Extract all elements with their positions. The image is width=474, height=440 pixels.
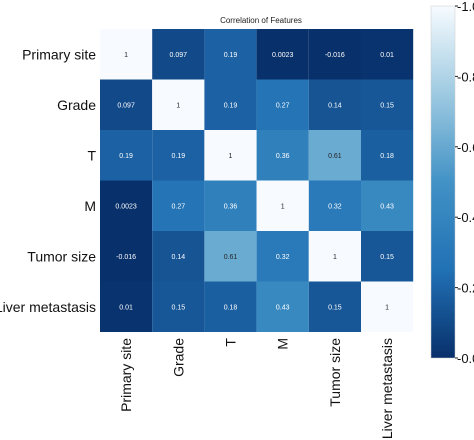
heatmap-cell xyxy=(308,281,361,332)
row-label: T xyxy=(87,147,96,163)
cell-value-label: 0.15 xyxy=(328,304,342,311)
heatmap-cell xyxy=(361,231,414,282)
heatmap-cell xyxy=(152,130,205,181)
cell-value-label: 0.36 xyxy=(276,153,290,160)
heatmap-cell xyxy=(308,130,361,181)
column-label: M xyxy=(275,338,291,350)
colorbar-tick-label: -1.0 xyxy=(457,0,474,14)
colorbar-tick-label: -0.8 xyxy=(457,69,474,84)
row-label: Tumor size xyxy=(27,248,96,264)
heatmap-cell xyxy=(256,29,309,80)
row-label: Primary site xyxy=(22,46,96,62)
heatmap-cell xyxy=(100,231,153,282)
heatmap-cell xyxy=(152,231,205,282)
cell-value-label: -0.016 xyxy=(325,52,345,59)
cell-value-label: 1 xyxy=(385,304,389,311)
cell-value-label: 0.32 xyxy=(328,203,342,210)
cell-value-label: 0.15 xyxy=(171,304,185,311)
heatmap-cell xyxy=(308,180,361,231)
row-label: Liver metastasis xyxy=(0,299,96,315)
heatmap-cell xyxy=(361,130,414,181)
heatmap-cell xyxy=(361,79,414,130)
heatmap-cell xyxy=(152,79,205,130)
heatmap-cell xyxy=(100,130,153,181)
colorbar-tick-label: -0.2 xyxy=(457,281,474,296)
heatmap-cell xyxy=(361,29,414,80)
row-label: M xyxy=(84,198,96,214)
cell-value-label: 0.0023 xyxy=(115,203,137,210)
column-label: T xyxy=(223,338,239,347)
heatmap-cell xyxy=(256,79,309,130)
cell-value-label: 0.14 xyxy=(171,254,185,261)
cell-value-label: 0.18 xyxy=(380,153,394,160)
column-label: Grade xyxy=(170,338,186,377)
column-label: Primary site xyxy=(118,338,134,412)
cell-value-label: 0.15 xyxy=(380,102,394,109)
cell-value-label: 1 xyxy=(281,203,285,210)
cell-value-label: 0.18 xyxy=(224,304,238,311)
heatmap-cell xyxy=(308,231,361,282)
heatmap-cell xyxy=(100,29,153,80)
cell-value-label: 0.61 xyxy=(224,254,238,261)
cell-value-label: 0.0023 xyxy=(272,52,294,59)
heatmap-cell xyxy=(152,180,205,231)
cell-value-label: 0.19 xyxy=(119,153,133,160)
heatmap-cell xyxy=(100,180,153,231)
cell-value-label: 0.097 xyxy=(170,52,188,59)
cell-value-label: 0.27 xyxy=(171,203,185,210)
heatmap-cells: 1 0.097 0.19 0.0023 -0.016 0.01 0.097 1 0.19 0.27… xyxy=(100,29,414,332)
heatmap-cell xyxy=(256,180,309,231)
cell-value-label: 0.19 xyxy=(171,153,185,160)
heatmap-cell xyxy=(308,79,361,130)
heatmap-cell xyxy=(204,29,257,80)
cell-value-label: 0.61 xyxy=(328,153,342,160)
colorbar: -0.0 -0.2 -0.4 -0.6 -0.8 -1.0 xyxy=(430,0,474,366)
heatmap-cell xyxy=(308,29,361,80)
cell-value-label: 0.43 xyxy=(380,203,394,210)
cell-value-label: 0.32 xyxy=(276,254,290,261)
cell-value-label: 0.01 xyxy=(119,304,133,311)
heatmap-cell xyxy=(204,79,257,130)
heatmap-cell xyxy=(204,180,257,231)
heatmap-cell xyxy=(152,29,205,80)
cell-value-label: 0.43 xyxy=(276,304,290,311)
cell-value-label: -0.016 xyxy=(116,254,136,261)
cell-value-label: 0.27 xyxy=(276,102,290,109)
heatmap-cell xyxy=(152,281,205,332)
colorbar-tick-label: -0.0 xyxy=(457,351,474,366)
column-label: Liver metastasis xyxy=(379,338,395,439)
heatmap-cell xyxy=(204,231,257,282)
colorbar-tick-label: -0.4 xyxy=(457,210,474,225)
row-labels: Primary site Grade T M Tumor size Liver metas… xyxy=(0,46,96,315)
cell-value-label: 0.19 xyxy=(224,52,238,59)
cell-value-label: 1 xyxy=(124,52,128,59)
cell-value-label: 0.01 xyxy=(380,52,394,59)
heatmap-cell xyxy=(361,281,414,332)
heatmap-cell xyxy=(361,180,414,231)
heatmap-cell xyxy=(100,281,153,332)
cell-value-label: 1 xyxy=(229,153,233,160)
cell-value-label: 0.36 xyxy=(224,203,238,210)
cell-value-label: 0.097 xyxy=(117,102,135,109)
row-label: Grade xyxy=(57,97,96,113)
cell-value-label: 0.15 xyxy=(380,254,394,261)
heatmap-cell xyxy=(256,281,309,332)
cell-value-label: 0.19 xyxy=(224,102,238,109)
colorbar-tick-label: -0.6 xyxy=(457,140,474,155)
heatmap-cell xyxy=(256,130,309,181)
heatmap-cell xyxy=(204,281,257,332)
column-labels: Primary site Grade T M Tumor size Liver metas… xyxy=(118,338,395,440)
column-label: Tumor size xyxy=(327,338,343,407)
cell-value-label: 1 xyxy=(176,102,180,109)
heatmap-cell xyxy=(256,231,309,282)
heatmap-cell xyxy=(100,79,153,130)
cell-value-label: 0.14 xyxy=(328,102,342,109)
colorbar-gradient xyxy=(430,5,456,359)
heatmap-cell xyxy=(204,130,257,181)
cell-value-label: 1 xyxy=(333,254,337,261)
chart-title: Correlation of Features xyxy=(220,16,302,25)
